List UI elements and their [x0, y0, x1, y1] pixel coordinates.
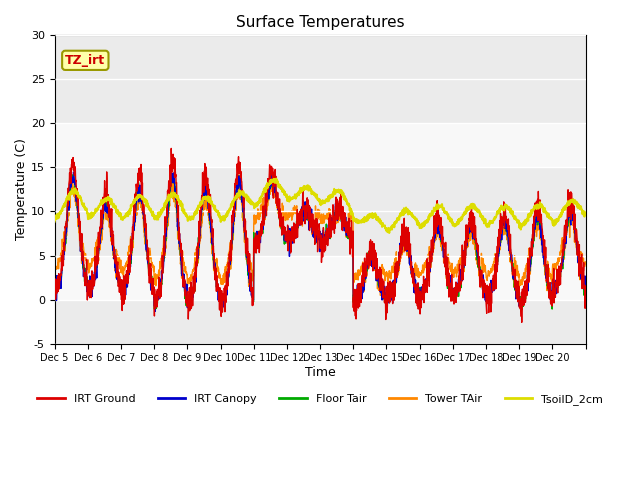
IRT Canopy — [582, 287, 589, 292]
IRT Canopy — [51, 292, 58, 298]
Floor Tair — [218, 298, 226, 303]
Tower TAir — [352, 276, 360, 282]
IRT Canopy — [352, 295, 360, 300]
Floor Tair — [574, 255, 582, 261]
Floor Tair — [582, 276, 589, 282]
Floor Tair — [104, 206, 111, 212]
IRT Ground — [352, 288, 360, 294]
IRT Canopy — [151, 309, 159, 314]
TsoilD_2cm — [574, 203, 582, 209]
TsoilD_2cm — [104, 195, 111, 201]
IRT Canopy — [510, 276, 518, 282]
TsoilD_2cm — [385, 230, 393, 236]
Tower TAir — [510, 277, 518, 283]
Floor Tair — [480, 291, 488, 297]
TsoilD_2cm — [273, 176, 280, 181]
Tower TAir — [574, 253, 582, 259]
Floor Tair — [51, 284, 58, 290]
TsoilD_2cm — [582, 210, 589, 216]
IRT Canopy — [574, 260, 582, 265]
TsoilD_2cm — [510, 213, 518, 218]
IRT Ground — [582, 283, 589, 289]
Tower TAir — [218, 279, 226, 285]
Tower TAir — [268, 172, 276, 178]
Tower TAir — [51, 269, 58, 275]
IRT Canopy — [104, 197, 111, 203]
Text: TZ_irt: TZ_irt — [65, 54, 106, 67]
TsoilD_2cm — [480, 216, 488, 221]
Title: Surface Temperatures: Surface Temperatures — [236, 15, 404, 30]
Line: IRT Canopy: IRT Canopy — [54, 171, 586, 312]
IRT Ground — [218, 309, 226, 315]
Tower TAir — [376, 293, 384, 299]
Line: Floor Tair: Floor Tair — [54, 174, 586, 310]
X-axis label: Time: Time — [305, 366, 335, 379]
Line: TsoilD_2cm: TsoilD_2cm — [54, 179, 586, 233]
Tower TAir — [582, 259, 589, 265]
Floor Tair — [352, 293, 360, 299]
IRT Ground — [518, 320, 525, 325]
IRT Ground — [480, 277, 488, 283]
Legend: IRT Ground, IRT Canopy, Floor Tair, Tower TAir, TsoilD_2cm: IRT Ground, IRT Canopy, Floor Tair, Towe… — [33, 389, 607, 409]
Floor Tair — [268, 171, 275, 177]
Line: Tower TAir: Tower TAir — [54, 175, 586, 296]
IRT Ground — [168, 145, 175, 151]
Bar — [54, 300, 586, 344]
Bar — [54, 36, 586, 123]
IRT Canopy — [219, 294, 227, 300]
TsoilD_2cm — [51, 218, 58, 224]
TsoilD_2cm — [352, 216, 360, 222]
Line: IRT Ground: IRT Ground — [54, 148, 586, 323]
IRT Ground — [510, 270, 518, 276]
Bar — [54, 168, 586, 255]
Y-axis label: Temperature (C): Temperature (C) — [15, 139, 28, 240]
IRT Canopy — [480, 284, 488, 290]
Tower TAir — [104, 211, 111, 217]
TsoilD_2cm — [218, 216, 226, 222]
Tower TAir — [480, 261, 488, 267]
IRT Ground — [104, 204, 111, 209]
Floor Tair — [510, 268, 518, 274]
Floor Tair — [518, 307, 526, 312]
IRT Ground — [51, 284, 58, 289]
IRT Ground — [574, 246, 582, 252]
IRT Canopy — [168, 168, 175, 174]
